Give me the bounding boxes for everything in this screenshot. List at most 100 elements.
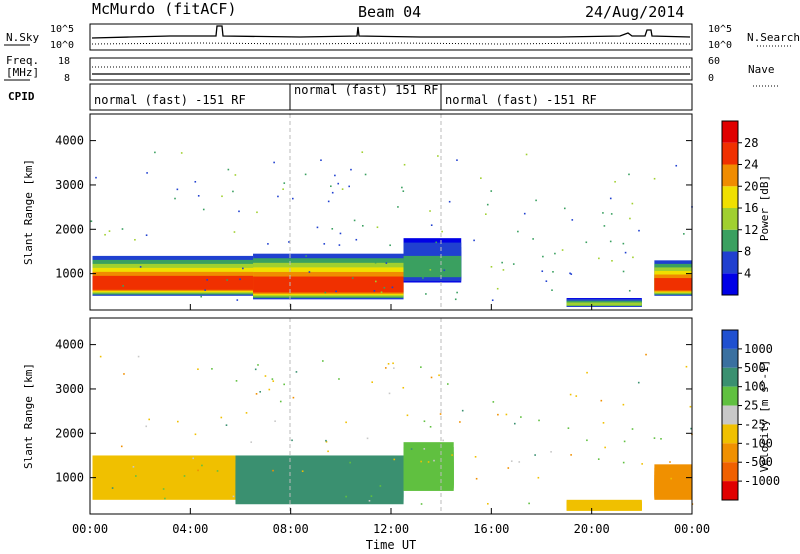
echo-speckle bbox=[637, 381, 640, 384]
echo-speckle bbox=[602, 212, 604, 214]
colorbar-swatch bbox=[722, 348, 738, 368]
echo-speckle bbox=[551, 289, 553, 291]
echo-speckle bbox=[528, 502, 530, 505]
echo-speckle bbox=[490, 266, 493, 268]
echo-speckle bbox=[689, 405, 692, 408]
echo-band bbox=[235, 455, 404, 505]
echo-speckle bbox=[393, 367, 395, 369]
echo-speckle bbox=[206, 279, 208, 281]
echo-speckle bbox=[632, 256, 634, 259]
cpid-segment-3: normal (fast) -151 RF bbox=[445, 93, 597, 107]
echo-speckle bbox=[334, 174, 336, 177]
echo-speckle bbox=[631, 202, 634, 205]
echo-speckle bbox=[339, 232, 342, 235]
echo-speckle bbox=[368, 499, 371, 502]
echo-speckle bbox=[611, 259, 613, 262]
echo-speckle bbox=[239, 278, 241, 281]
echo-speckle bbox=[331, 228, 334, 230]
echo-speckle bbox=[403, 163, 406, 166]
echo-speckle bbox=[183, 475, 186, 477]
echo-speckle bbox=[459, 421, 461, 423]
echo-cell bbox=[566, 505, 642, 510]
echo-speckle bbox=[384, 367, 387, 369]
echo-speckle bbox=[586, 371, 588, 374]
y-tick-label: 4000 bbox=[55, 338, 84, 352]
y-tick-label: 2000 bbox=[55, 426, 84, 440]
echo-speckle bbox=[501, 261, 503, 264]
echo-band bbox=[92, 255, 254, 296]
echo-speckle bbox=[122, 285, 124, 287]
echo-speckle bbox=[669, 461, 671, 463]
y-tick-label: 3000 bbox=[55, 178, 84, 192]
x-tick-label: 16:00 bbox=[473, 522, 509, 536]
echo-speckle bbox=[441, 230, 443, 233]
echo-speckle bbox=[585, 241, 588, 244]
echo-speckle bbox=[345, 495, 347, 498]
velocity-colorbar-label: Velocity [m s^-1] bbox=[758, 360, 771, 473]
colorbar-tick-label: -100 bbox=[744, 436, 773, 450]
echo-speckle bbox=[422, 277, 424, 279]
x-tick-label: 04:00 bbox=[172, 522, 208, 536]
echo-speckle bbox=[575, 395, 578, 397]
echo-speckle bbox=[164, 497, 166, 500]
cpid-label: CPID bbox=[8, 90, 35, 103]
echo-cell bbox=[654, 278, 692, 291]
echo-speckle bbox=[304, 173, 307, 176]
echo-speckle bbox=[660, 438, 662, 440]
echo-speckle bbox=[268, 388, 271, 391]
echo-speckle bbox=[291, 439, 293, 442]
echo-speckle bbox=[603, 225, 606, 227]
echo-speckle bbox=[397, 206, 399, 208]
echo-speckle bbox=[641, 463, 643, 465]
echo-speckle bbox=[373, 290, 376, 292]
echo-speckle bbox=[389, 244, 391, 247]
echo-speckle bbox=[371, 381, 374, 383]
echo-speckle bbox=[675, 164, 678, 167]
echo-speckle bbox=[609, 197, 612, 200]
x-tick-label: 20:00 bbox=[574, 522, 610, 536]
echo-speckle bbox=[361, 224, 364, 227]
echo-speckle bbox=[123, 373, 125, 375]
echo-cell bbox=[92, 275, 254, 290]
echo-speckle bbox=[320, 159, 322, 162]
echo-speckle bbox=[491, 299, 494, 302]
colorbar-swatch bbox=[722, 443, 738, 463]
echo-speckle bbox=[502, 269, 505, 271]
freq-label-2: [MHz] bbox=[6, 66, 39, 79]
echo-speckle bbox=[437, 155, 439, 157]
echo-speckle bbox=[325, 440, 328, 443]
echo-speckle bbox=[180, 152, 183, 154]
freq-label-1: Freq. bbox=[6, 54, 39, 67]
echo-speckle bbox=[324, 291, 327, 294]
power-data-layer bbox=[90, 151, 693, 307]
echo-speckle bbox=[545, 280, 548, 282]
echo-speckle bbox=[295, 371, 298, 373]
echo-speckle bbox=[388, 392, 391, 395]
echo-speckle bbox=[250, 441, 253, 443]
echo-speckle bbox=[316, 226, 319, 229]
echo-speckle bbox=[427, 461, 430, 463]
colorbar-tick-label: -25 bbox=[744, 417, 766, 431]
date-title: 24/Aug/2014 bbox=[585, 3, 684, 21]
echo-speckle bbox=[264, 375, 267, 377]
echo-speckle bbox=[379, 485, 382, 487]
echo-speckle bbox=[438, 480, 441, 483]
echo-speckle bbox=[563, 207, 566, 210]
echo-speckle bbox=[628, 173, 630, 176]
velocity-colorbar: 1000 500 100 25 -25 -100 -500 -1000 Velocity [m… bbox=[721, 329, 780, 501]
echo-speckle bbox=[348, 185, 350, 188]
velocity-y-label: Slant Range [km] bbox=[22, 363, 35, 469]
echo-speckle bbox=[683, 233, 685, 235]
echo-speckle bbox=[376, 226, 379, 229]
colorbar-swatch bbox=[722, 229, 738, 252]
echo-speckle bbox=[132, 466, 135, 468]
echo-speckle bbox=[569, 272, 571, 275]
echo-speckle bbox=[570, 273, 573, 275]
echo-speckle bbox=[145, 234, 148, 237]
echo-speckle bbox=[451, 454, 453, 456]
station-title: McMurdo (fitACF) bbox=[92, 0, 237, 18]
colorbar-swatch bbox=[722, 186, 738, 208]
echo-speckle bbox=[429, 425, 432, 428]
echo-speckle bbox=[552, 271, 554, 273]
echo-speckle bbox=[461, 409, 464, 412]
